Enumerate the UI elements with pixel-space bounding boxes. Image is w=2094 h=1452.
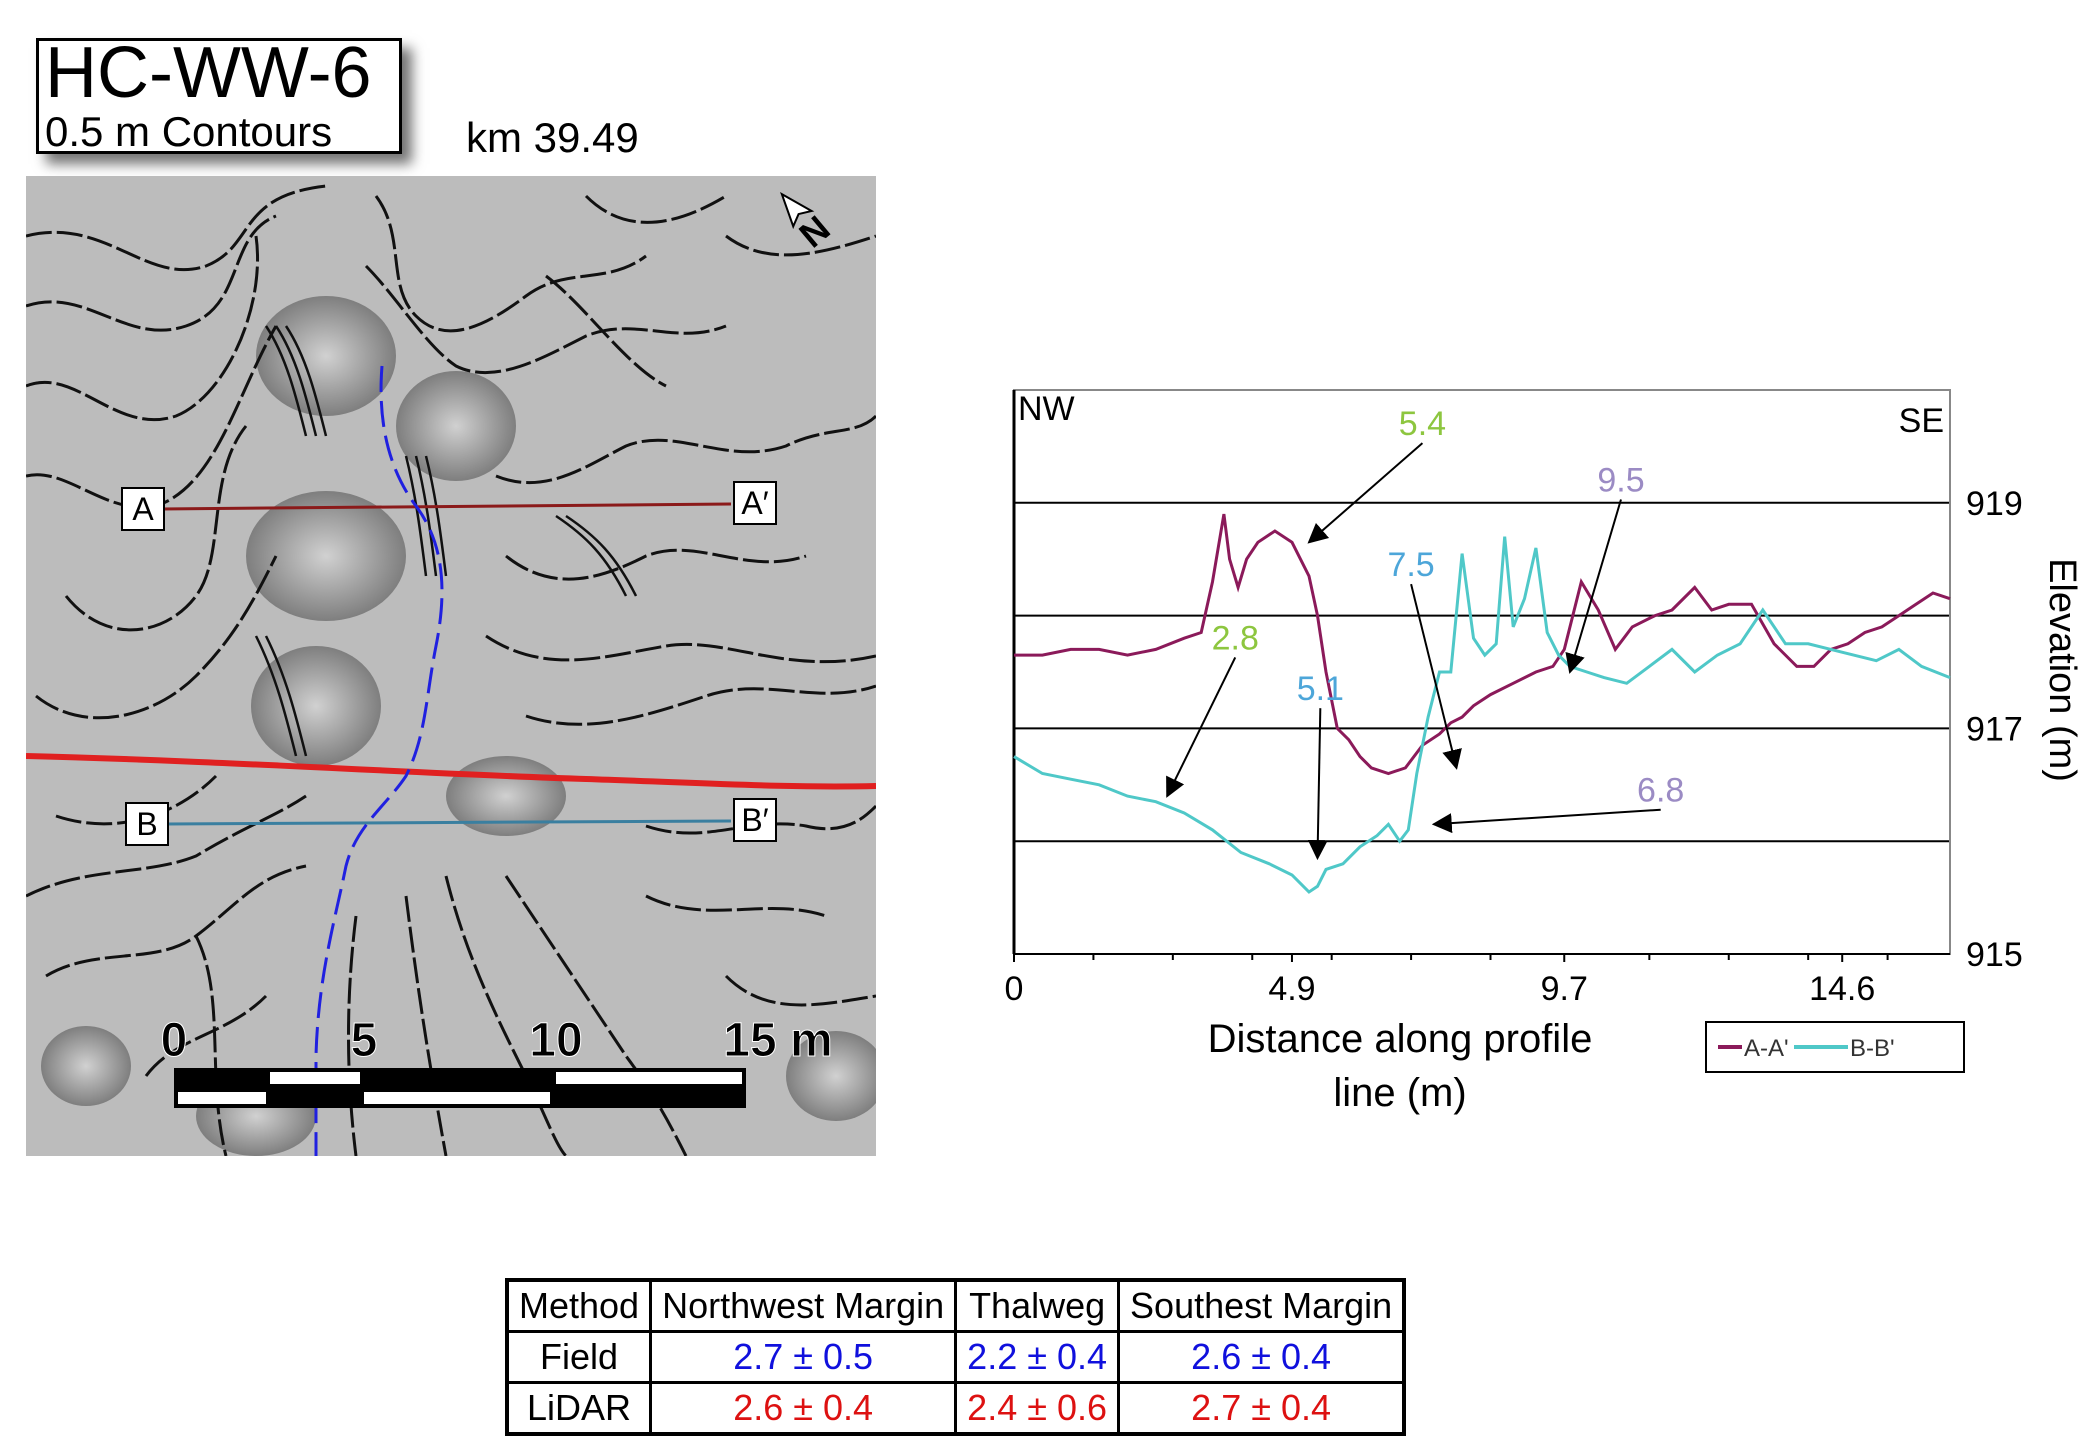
table-cell: 2.7 ± 0.4 <box>1117 1381 1406 1436</box>
x-axis-title-line1: Distance along profile <box>1208 1017 1593 1061</box>
corner-label-se: SE <box>1899 402 1944 440</box>
table-cell: 2.2 ± 0.4 <box>954 1330 1121 1384</box>
annotation-label: 6.8 <box>1637 772 1684 810</box>
annotation-arrow <box>1431 808 1661 834</box>
chart-series <box>1013 513 1951 894</box>
y-axis-ticks: 915 917 919 <box>1966 485 2023 974</box>
table-cell: 2.6 ± 0.4 <box>1117 1330 1406 1384</box>
table-cell: 2.4 ± 0.6 <box>954 1381 1121 1436</box>
annotation-label: 5.4 <box>1399 405 1446 443</box>
label-b-prime: B′ <box>733 798 777 842</box>
svg-text:A: A <box>132 491 154 527</box>
x-tick-label: 0 <box>1005 970 1024 1008</box>
label-b: B <box>125 802 169 846</box>
site-title: HC-WW-6 <box>45 33 372 113</box>
svg-text:A′: A′ <box>741 485 768 521</box>
chart-grid <box>1014 501 1950 843</box>
location-label: km 39.49 <box>466 114 639 161</box>
contour-lines <box>26 184 876 1156</box>
x-tick-label: 4.9 <box>1268 970 1315 1008</box>
svg-text:B: B <box>136 806 157 842</box>
series-line-b <box>1013 536 1951 894</box>
map-background <box>26 176 876 1156</box>
table-row: LiDAR 2.6 ± 0.4 2.4 ± 0.6 2.7 ± 0.4 <box>505 1381 1406 1436</box>
table-cell: 2.6 ± 0.4 <box>649 1381 958 1436</box>
chart-annotations: 5.4 9.5 7.5 2.8 5.1 6.8 <box>1166 405 1684 861</box>
x-axis-title-line2: line (m) <box>1333 1071 1466 1115</box>
svg-text:B′: B′ <box>741 802 768 838</box>
header-northwest-margin: Northwest Margin <box>649 1278 958 1333</box>
scale-label-0: 0 <box>161 1014 188 1067</box>
header-thalweg: Thalweg <box>954 1278 1121 1333</box>
profile-line-b <box>165 819 732 826</box>
fault-line <box>26 753 876 790</box>
x-axis-ticks: 0 4.9 9.7 14.6 <box>1005 954 1889 1008</box>
y-tick-label: 919 <box>1966 485 2023 523</box>
annotation-arrow <box>1565 499 1622 674</box>
corner-label-nw: NW <box>1018 390 1075 428</box>
y-tick-label: 915 <box>1966 936 2023 974</box>
steep-contours <box>254 325 638 757</box>
annotation-label: 2.8 <box>1212 619 1259 657</box>
x-tick-label: 14.6 <box>1809 970 1875 1008</box>
header-southest-margin: Southest Margin <box>1117 1278 1406 1333</box>
table-cell: 2.7 ± 0.5 <box>649 1330 958 1384</box>
header-method: Method <box>505 1278 653 1333</box>
series-line-a <box>1014 513 1951 776</box>
scale-bar: 0 5 10 15 m <box>160 1014 833 1108</box>
y-axis-title: Elevation (m) <box>2041 558 2083 782</box>
method-cell: LiDAR <box>505 1381 653 1436</box>
annotation-arrow <box>1307 442 1424 544</box>
y-tick-label: 917 <box>1966 710 2023 748</box>
method-cell: Field <box>505 1330 653 1384</box>
annotation-label: 7.5 <box>1387 546 1434 584</box>
scale-label-15m: 15 m <box>723 1014 832 1067</box>
plot-frame <box>1013 389 1951 955</box>
profile-line-a <box>160 502 732 511</box>
scale-label-10: 10 <box>529 1014 582 1067</box>
contour-map: N A A′ B B′ 0 5 10 15 m <box>26 176 876 1156</box>
label-a: A <box>121 487 165 531</box>
label-a-prime: A′ <box>733 481 777 525</box>
annotation-arrow <box>1166 656 1237 798</box>
x-tick-label: 9.7 <box>1541 970 1588 1008</box>
table-row: Field 2.7 ± 0.5 2.2 ± 0.4 2.6 ± 0.4 <box>505 1330 1406 1384</box>
elevation-profile-chart: 5.4 9.5 7.5 2.8 5.1 6.8 0 4.9 9.7 14.6 915 917 919… <box>1005 389 2083 1115</box>
title-box: HC-WW-6 0.5 m Contours <box>36 33 402 155</box>
legend-label-b: B-B' <box>1850 1035 1895 1062</box>
chart-legend: A-A' B-B' <box>1705 1021 1965 1073</box>
channel-thalweg-line <box>314 365 444 1156</box>
table-header-row: Method Northwest Margin Thalweg Southest… <box>505 1278 1406 1333</box>
annotation-arrow <box>1410 583 1462 770</box>
annotation-arrow <box>1307 708 1328 861</box>
annotation-label: 9.5 <box>1597 462 1644 500</box>
scale-label-5: 5 <box>351 1014 378 1067</box>
legend-label-a: A-A' <box>1744 1035 1789 1062</box>
annotation-label: 5.1 <box>1297 670 1344 708</box>
contour-interval-label: 0.5 m Contours <box>45 108 333 155</box>
results-table: Method Northwest Margin Thalweg Southest… <box>505 1278 1407 1436</box>
